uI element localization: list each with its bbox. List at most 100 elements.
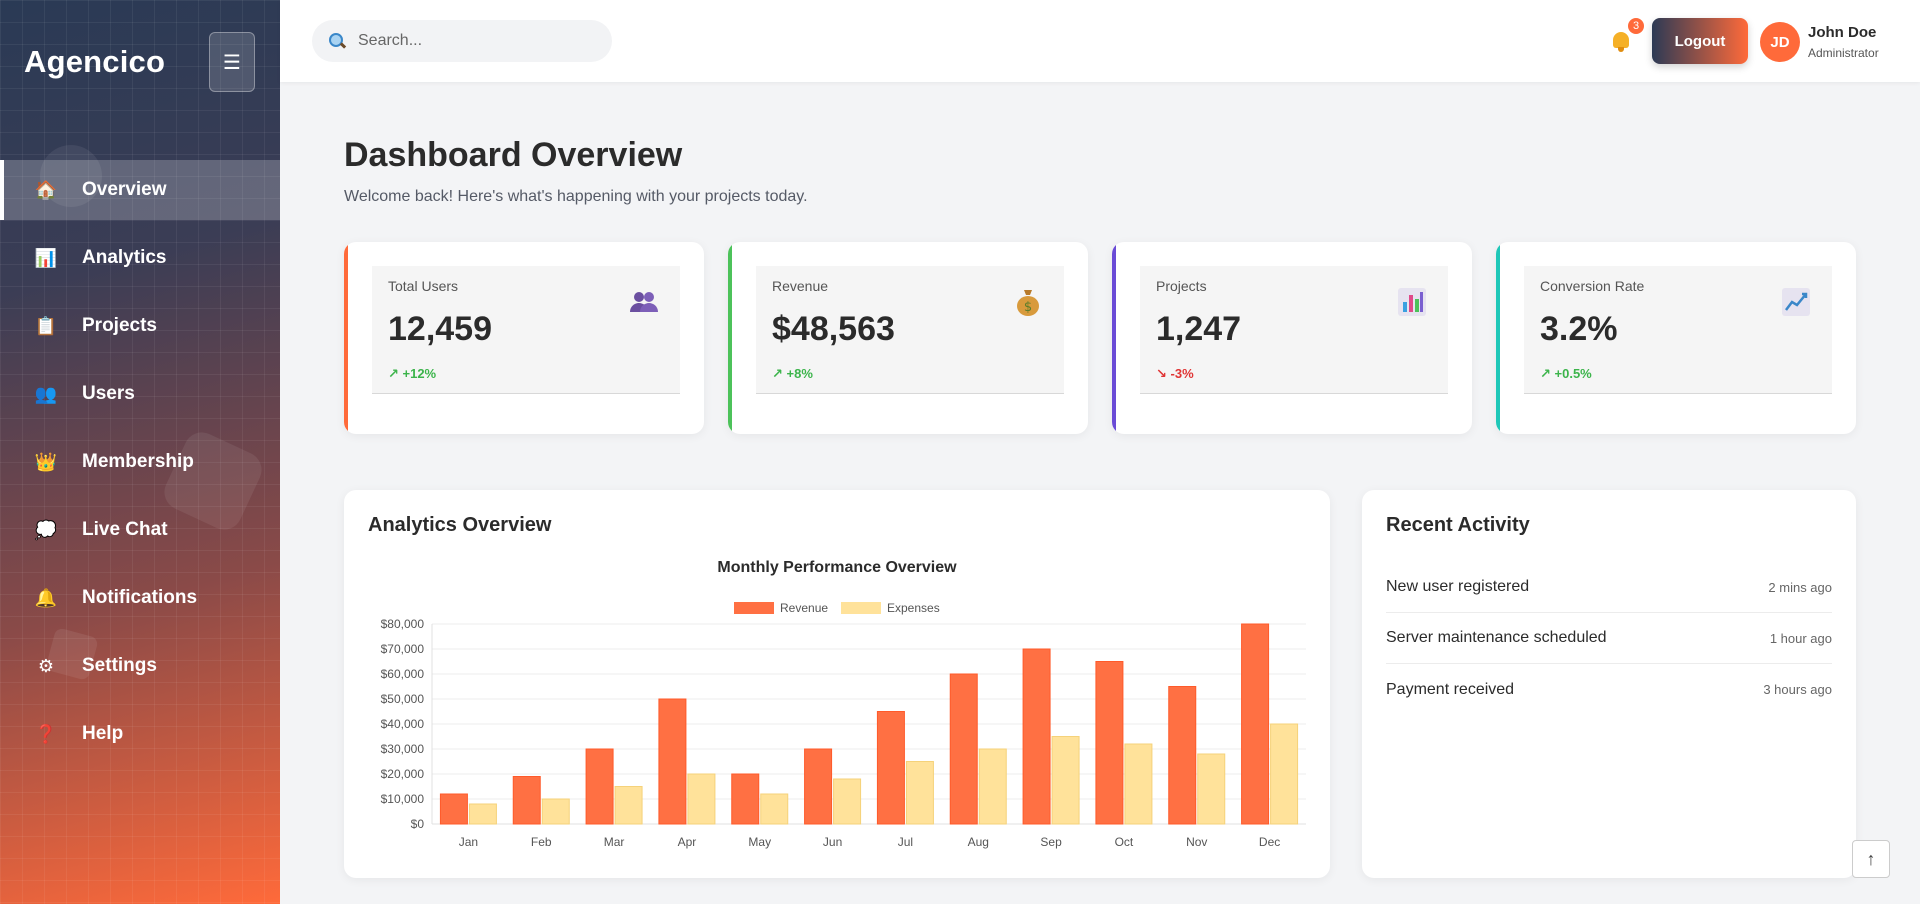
sidebar-item-notifications[interactable]: 🔔 Notifications — [0, 568, 280, 628]
bar-revenue-nov — [1168, 686, 1197, 825]
analytics-panel-title: Analytics Overview — [368, 514, 552, 536]
search-input[interactable] — [358, 32, 598, 50]
sidebar-item-overview[interactable]: 🏠 Overview — [0, 160, 280, 220]
recent-activity-title: Recent Activity — [1386, 514, 1530, 536]
stat-label: Total Users — [388, 278, 459, 294]
x-tick-label: Dec — [1259, 835, 1280, 849]
stat-card-projects: Projects 1,247 ↘ -3% — [1112, 242, 1472, 434]
top-header: 3 Logout JD John Doe Administrator — [280, 0, 1920, 82]
menu-toggle-button[interactable]: ☰ — [209, 32, 255, 92]
y-tick-label: $80,000 — [381, 617, 425, 631]
user-name: John Doe — [1808, 24, 1877, 41]
decorative-blob — [40, 145, 102, 207]
bar-expenses-jan — [468, 803, 497, 825]
x-tick-label: Mar — [604, 835, 625, 849]
bar-revenue-mar — [585, 748, 614, 825]
sidebar-item-label: Notifications — [82, 587, 198, 608]
bar-chart-icon: 📊 — [34, 247, 58, 268]
chart-title: Monthly Performance Overview — [717, 559, 957, 576]
bell-icon: 🔔 — [34, 587, 58, 608]
scroll-to-top-button[interactable]: ↑ — [1852, 840, 1890, 878]
bar-expenses-dec — [1270, 723, 1299, 825]
activity-row: New user registered 2 mins ago — [1386, 562, 1832, 613]
stat-card-conversion-rate: Conversion Rate 3.2% ↗ +0.5% — [1496, 242, 1856, 434]
search-icon — [328, 32, 346, 50]
sidebar-item-label: Membership — [82, 451, 194, 472]
crown-icon: 👑 — [34, 451, 58, 472]
recent-activity-panel: Recent Activity New user registered 2 min… — [1362, 490, 1856, 878]
bar-revenue-jul — [876, 711, 905, 825]
stat-card-total-users: Total Users 12,459 ↗ +12% — [344, 242, 704, 434]
stat-change: ↗ +12% — [388, 366, 437, 381]
y-tick-label: $10,000 — [381, 792, 425, 806]
sidebar-item-help[interactable]: ❓ Help — [0, 704, 280, 764]
sidebar-item-analytics[interactable]: 📊 Analytics — [0, 228, 280, 288]
stat-label: Revenue — [772, 278, 829, 294]
bar-revenue-feb — [512, 776, 541, 825]
x-tick-label: Oct — [1115, 835, 1134, 849]
avatar[interactable]: JD — [1760, 22, 1800, 62]
bar-expenses-may — [760, 793, 789, 825]
y-tick-label: $60,000 — [381, 667, 425, 681]
y-tick-label: $0 — [411, 817, 425, 831]
bar-expenses-sep — [1051, 736, 1080, 825]
activity-row: Payment received 3 hours ago — [1386, 664, 1832, 715]
bar-revenue-apr — [658, 698, 687, 825]
money-bag-icon: $ — [1012, 286, 1044, 318]
search-box[interactable] — [312, 20, 612, 62]
logout-button[interactable]: Logout — [1652, 18, 1748, 64]
bar-expenses-nov — [1197, 753, 1226, 825]
bar-revenue-may — [731, 773, 760, 825]
bar-expenses-jun — [833, 778, 862, 825]
arrow-up-icon: ↑ — [1866, 848, 1876, 869]
monthly-performance-chart: Monthly Performance Overview Revenue Expen… — [381, 559, 1306, 849]
y-tick-label: $40,000 — [381, 717, 425, 731]
legend-label-revenue: Revenue — [780, 601, 828, 615]
page-subtitle: Welcome back! Here's what's happening wi… — [344, 188, 808, 205]
sidebar-item-users[interactable]: 👥 Users — [0, 364, 280, 424]
clipboard-icon: 📋 — [34, 315, 58, 336]
stat-card-body: Total Users 12,459 ↗ +12% — [372, 266, 680, 394]
hamburger-icon: ☰ — [223, 51, 241, 74]
bell-icon[interactable] — [1610, 30, 1632, 52]
legend-swatch-revenue — [734, 602, 774, 614]
bar-revenue-jun — [804, 748, 833, 825]
y-tick-label: $20,000 — [381, 767, 425, 781]
sidebar-item-label: Overview — [82, 179, 167, 200]
sidebar-item-membership[interactable]: 👑 Membership — [0, 432, 280, 492]
x-tick-label: May — [748, 835, 771, 849]
stat-change: ↗ +0.5% — [1540, 366, 1592, 381]
y-tick-label: $30,000 — [381, 742, 425, 756]
svg-text:$: $ — [1024, 300, 1032, 315]
sidebar-item-label: Help — [82, 723, 124, 744]
analytics-panel: Analytics Overview Monthly Performance O… — [344, 490, 1330, 878]
y-tick-label: $50,000 — [381, 692, 425, 706]
stat-value: $48,563 — [772, 310, 895, 348]
page-title: Dashboard Overview — [344, 136, 683, 174]
brand-logo[interactable]: Agencico — [24, 44, 166, 79]
sidebar-item-projects[interactable]: 📋 Projects — [0, 296, 280, 356]
activity-text: New user registered — [1386, 578, 1530, 595]
stat-card-body: Revenue $48,563 ↗ +8% $ — [756, 266, 1064, 394]
sidebar-item-live-chat[interactable]: 💭 Live Chat — [0, 500, 280, 560]
stat-card-body: Conversion Rate 3.2% ↗ +0.5% — [1524, 266, 1832, 394]
sidebar-item-label: Users — [82, 383, 135, 404]
x-tick-label: Aug — [968, 835, 989, 849]
activity-time: 1 hour ago — [1769, 630, 1832, 646]
bar-expenses-feb — [541, 798, 570, 825]
bar-revenue-jan — [439, 793, 468, 825]
stat-label: Conversion Rate — [1540, 278, 1645, 294]
activity-text: Server maintenance scheduled — [1386, 629, 1607, 646]
x-tick-label: Apr — [678, 835, 697, 849]
gear-icon: ⚙ — [37, 655, 55, 676]
bar-expenses-aug — [978, 748, 1007, 825]
speech-bubble-icon: 💭 — [34, 519, 58, 540]
stat-label: Projects — [1156, 278, 1207, 294]
sidebar-item-label: Settings — [82, 655, 157, 676]
stat-change: ↗ +8% — [772, 366, 813, 381]
x-tick-label: Jun — [823, 835, 842, 849]
question-icon: ❓ — [34, 723, 58, 744]
sidebar-item-settings[interactable]: ⚙ Settings — [0, 636, 280, 696]
stat-card-body: Projects 1,247 ↘ -3% — [1140, 266, 1448, 394]
sidebar-nav: 🏠 Overview 📊 Analytics 📋 Projects 👥 Users 👑 Membe… — [0, 160, 280, 772]
